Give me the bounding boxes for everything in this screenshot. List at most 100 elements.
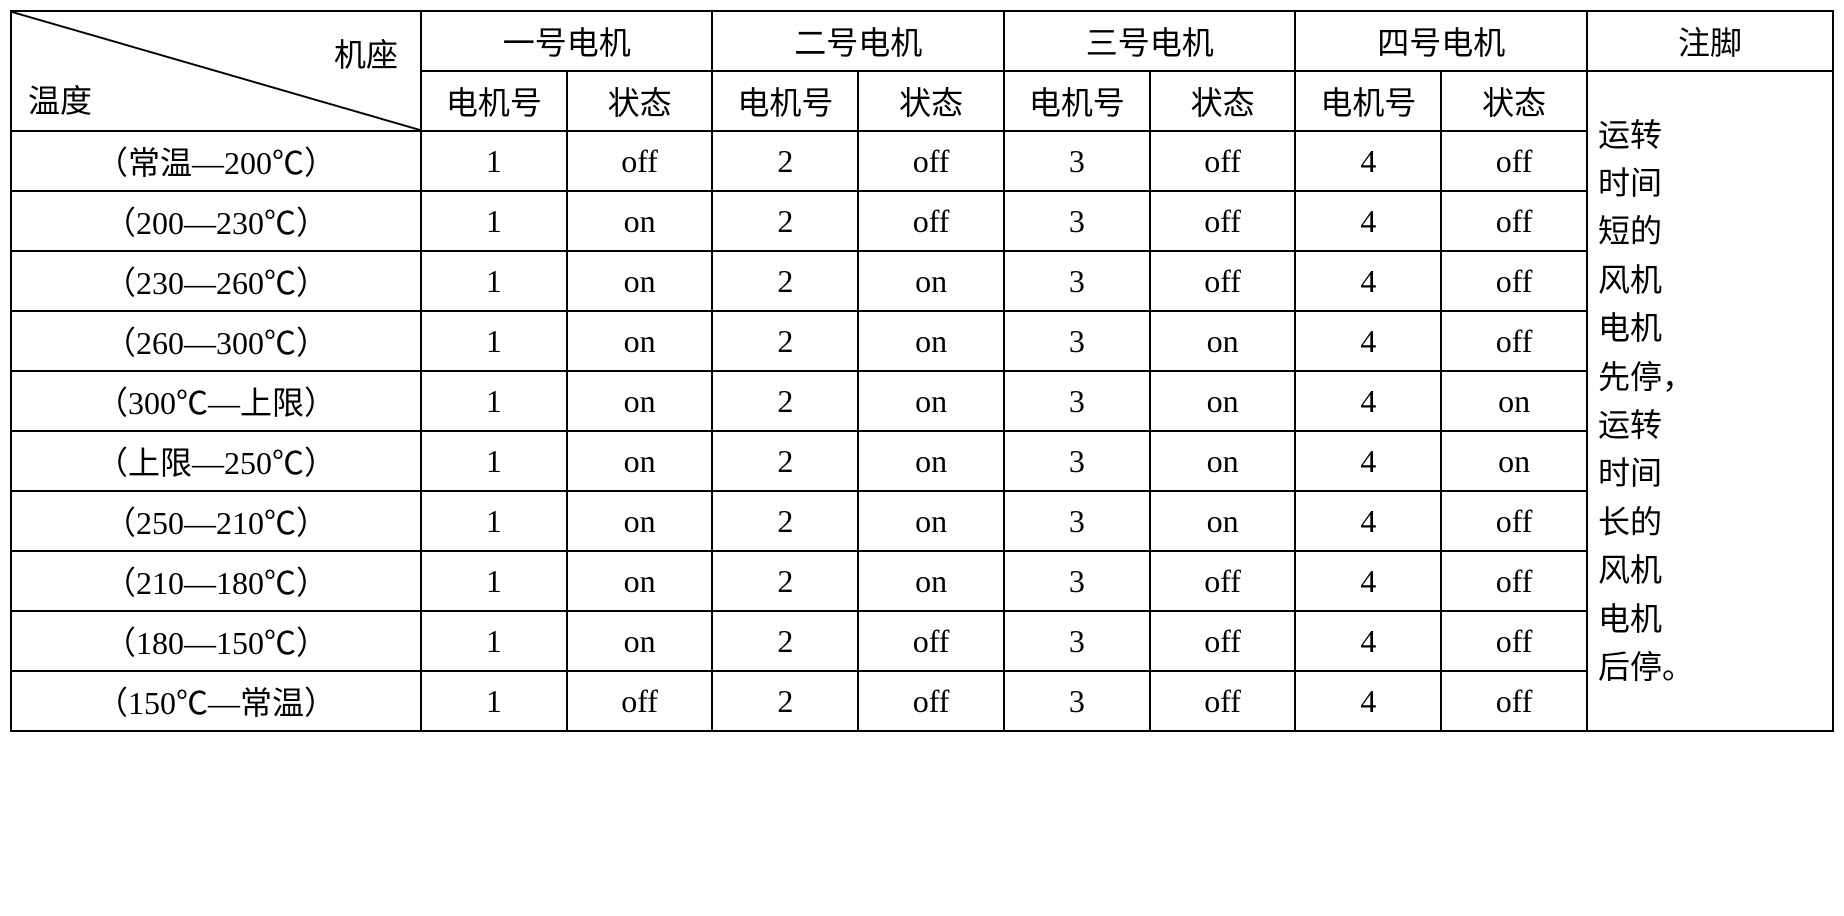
m3s-cell: on (1150, 431, 1296, 491)
m3n-cell: 3 (1004, 431, 1150, 491)
table-row: （250—210℃） 1 on 2 on 3 on 4 off (11, 491, 1833, 551)
m1n-cell: 1 (421, 371, 567, 431)
m1n-cell: 1 (421, 311, 567, 371)
m2n-cell: 2 (712, 191, 858, 251)
temp-cell: （150℃—常温） (11, 671, 421, 731)
m2s-cell: on (858, 551, 1004, 611)
m4n-cell: 4 (1295, 251, 1441, 311)
m1n-cell: 1 (421, 671, 567, 731)
m1n-cell: 1 (421, 491, 567, 551)
m3s-cell: off (1150, 671, 1296, 731)
m3n-cell: 3 (1004, 251, 1150, 311)
diag-bottom-label: 温度 (28, 76, 92, 122)
m3s-cell: off (1150, 611, 1296, 671)
m2n-cell: 2 (712, 311, 858, 371)
motor-status-table: 机座 温度 一号电机 二号电机 三号电机 四号电机 注脚 电机号 状态 电机号 … (10, 10, 1834, 732)
sub-motor2-status: 状态 (858, 71, 1004, 131)
header-row-1: 机座 温度 一号电机 二号电机 三号电机 四号电机 注脚 (11, 11, 1833, 71)
temp-cell: （260—300℃） (11, 311, 421, 371)
m3n-cell: 3 (1004, 491, 1150, 551)
m4s-cell: off (1441, 131, 1587, 191)
temp-cell: （常温—200℃） (11, 131, 421, 191)
table-row: （上限—250℃） 1 on 2 on 3 on 4 on (11, 431, 1833, 491)
m1s-cell: on (567, 371, 713, 431)
sub-motor1-num: 电机号 (421, 71, 567, 131)
m3n-cell: 3 (1004, 671, 1150, 731)
m1n-cell: 1 (421, 131, 567, 191)
m1n-cell: 1 (421, 251, 567, 311)
header-motor2: 二号电机 (712, 11, 1004, 71)
m2n-cell: 2 (712, 131, 858, 191)
sub-motor3-num: 电机号 (1004, 71, 1150, 131)
m3s-cell: on (1150, 491, 1296, 551)
m1s-cell: on (567, 611, 713, 671)
m4n-cell: 4 (1295, 371, 1441, 431)
m2s-cell: off (858, 191, 1004, 251)
table-row: （230—260℃） 1 on 2 on 3 off 4 off (11, 251, 1833, 311)
m1n-cell: 1 (421, 191, 567, 251)
m2s-cell: on (858, 431, 1004, 491)
header-footnote: 注脚 (1587, 11, 1833, 71)
m4s-cell: off (1441, 251, 1587, 311)
m2s-cell: on (858, 371, 1004, 431)
footnote-line: 运转 (1598, 112, 1662, 158)
m3s-cell: on (1150, 311, 1296, 371)
m3n-cell: 3 (1004, 551, 1150, 611)
m3n-cell: 3 (1004, 611, 1150, 671)
motor-status-table-container: 机座 温度 一号电机 二号电机 三号电机 四号电机 注脚 电机号 状态 电机号 … (10, 10, 1834, 732)
m2n-cell: 2 (712, 671, 858, 731)
temp-cell: （210—180℃） (11, 551, 421, 611)
footnote-line: 后停。 (1598, 644, 1694, 690)
temp-cell: （180—150℃） (11, 611, 421, 671)
m4s-cell: off (1441, 191, 1587, 251)
m3n-cell: 3 (1004, 311, 1150, 371)
table-row: （210—180℃） 1 on 2 on 3 off 4 off (11, 551, 1833, 611)
footnote-line: 风机 (1598, 257, 1662, 303)
m4n-cell: 4 (1295, 551, 1441, 611)
m4n-cell: 4 (1295, 131, 1441, 191)
sub-motor4-status: 状态 (1441, 71, 1587, 131)
sub-motor2-num: 电机号 (712, 71, 858, 131)
m1s-cell: off (567, 671, 713, 731)
m4n-cell: 4 (1295, 431, 1441, 491)
m3s-cell: on (1150, 371, 1296, 431)
m4n-cell: 4 (1295, 611, 1441, 671)
m4s-cell: off (1441, 311, 1587, 371)
sub-motor3-status: 状态 (1150, 71, 1296, 131)
m2n-cell: 2 (712, 251, 858, 311)
m1s-cell: on (567, 191, 713, 251)
header-motor1: 一号电机 (421, 11, 713, 71)
temp-cell: （250—210℃） (11, 491, 421, 551)
m3s-cell: off (1150, 251, 1296, 311)
m2s-cell: on (858, 491, 1004, 551)
table-row: （常温—200℃） 1 off 2 off 3 off 4 off (11, 131, 1833, 191)
sub-motor4-num: 电机号 (1295, 71, 1441, 131)
m3n-cell: 3 (1004, 191, 1150, 251)
temp-cell: （230—260℃） (11, 251, 421, 311)
m4n-cell: 4 (1295, 311, 1441, 371)
m3n-cell: 3 (1004, 131, 1150, 191)
m2s-cell: off (858, 611, 1004, 671)
footnote-line: 时间 (1598, 160, 1662, 206)
m4n-cell: 4 (1295, 191, 1441, 251)
m3n-cell: 3 (1004, 371, 1150, 431)
m4s-cell: off (1441, 491, 1587, 551)
m2s-cell: on (858, 251, 1004, 311)
table-row: （260—300℃） 1 on 2 on 3 on 4 off (11, 311, 1833, 371)
temp-cell: （上限—250℃） (11, 431, 421, 491)
m1n-cell: 1 (421, 611, 567, 671)
footnote-line: 长的 (1598, 499, 1662, 545)
footnote-line: 运转 (1598, 402, 1662, 448)
m2n-cell: 2 (712, 551, 858, 611)
m1s-cell: on (567, 551, 713, 611)
table-row: （200—230℃） 1 on 2 off 3 off 4 off (11, 191, 1833, 251)
m2s-cell: on (858, 311, 1004, 371)
m1s-cell: on (567, 251, 713, 311)
m4s-cell: off (1441, 611, 1587, 671)
m3s-cell: off (1150, 131, 1296, 191)
m2n-cell: 2 (712, 371, 858, 431)
m1s-cell: on (567, 491, 713, 551)
m2n-cell: 2 (712, 491, 858, 551)
footnote-line: 电机 (1598, 596, 1662, 642)
m4s-cell: off (1441, 671, 1587, 731)
